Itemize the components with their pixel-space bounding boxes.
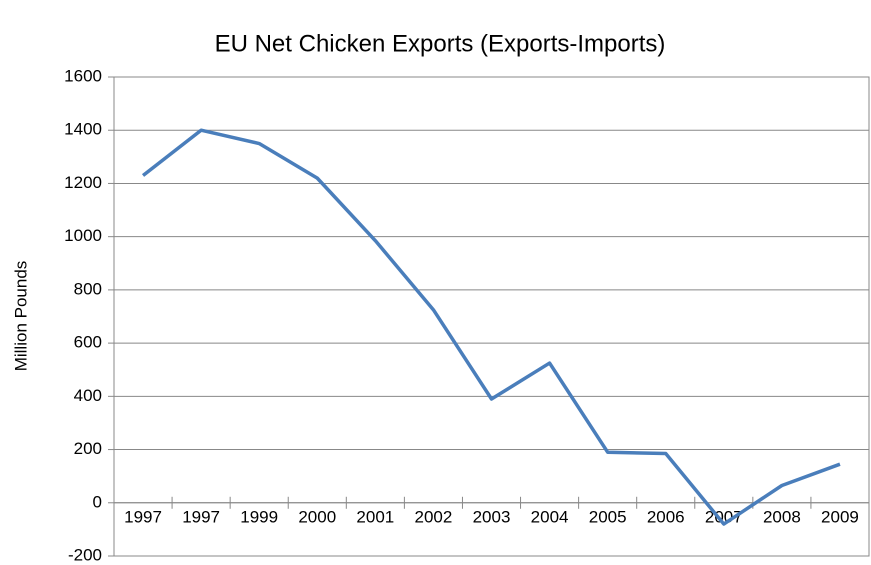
y-axis-label: Million Pounds bbox=[11, 261, 30, 372]
x-tick-label: 2008 bbox=[763, 507, 801, 526]
x-tick-label: 1997 bbox=[182, 507, 220, 526]
y-tick-label: 1200 bbox=[64, 173, 102, 192]
data-line bbox=[141, 128, 841, 526]
y-tick-label: 1400 bbox=[64, 120, 102, 139]
x-tick-label: 1997 bbox=[124, 507, 162, 526]
y-tick-label: -200 bbox=[68, 545, 102, 564]
x-tick-label: 1999 bbox=[240, 507, 278, 526]
x-tick-label: 2002 bbox=[415, 507, 453, 526]
x-tick-label: 2005 bbox=[589, 507, 627, 526]
x-tick-label: 2004 bbox=[531, 507, 569, 526]
y-tick-label: 200 bbox=[74, 439, 102, 458]
x-tick-label: 2009 bbox=[821, 507, 859, 526]
x-tick-label: 2003 bbox=[473, 507, 511, 526]
y-tick-label: 800 bbox=[74, 279, 102, 298]
x-tick-label: 2000 bbox=[298, 507, 336, 526]
y-tick-label: 400 bbox=[74, 386, 102, 405]
plot-border bbox=[113, 76, 870, 557]
y-tick-label: 1600 bbox=[64, 66, 102, 85]
x-tick-label: 2006 bbox=[647, 507, 685, 526]
y-tick-label: 1000 bbox=[64, 226, 102, 245]
x-tick-label: 2001 bbox=[356, 507, 394, 526]
chart-title: EU Net Chicken Exports (Exports-Imports) bbox=[215, 30, 666, 57]
y-tick-label: 0 bbox=[93, 492, 102, 511]
y-tick-label: 600 bbox=[74, 333, 102, 352]
